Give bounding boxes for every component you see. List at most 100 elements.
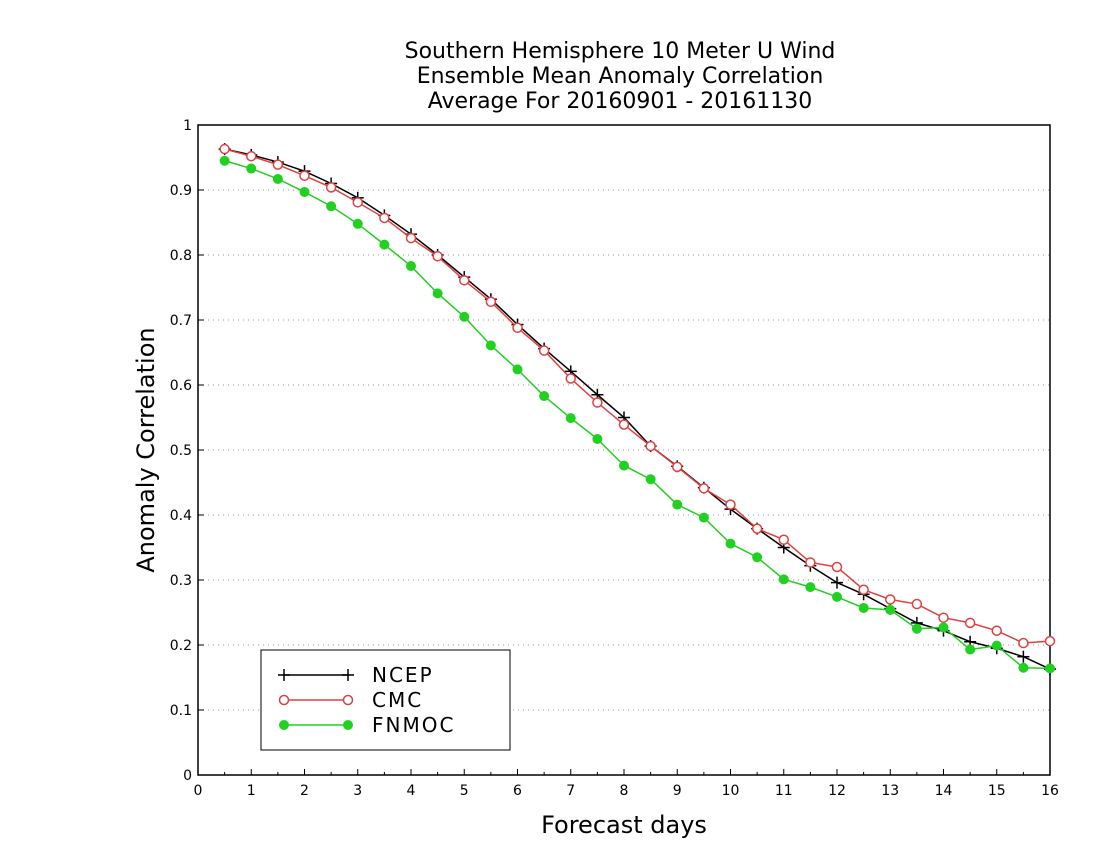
data-point-marker	[858, 602, 869, 613]
data-point-marker	[672, 461, 683, 473]
chart-title-line: Ensemble Mean Anomaly Correlation	[417, 64, 824, 89]
x-tick-label: 5	[460, 783, 469, 799]
data-point-marker	[619, 460, 629, 471]
legend-label: FNMOC	[372, 713, 455, 737]
data-point-marker	[831, 561, 843, 573]
data-point-marker	[485, 296, 497, 308]
data-point-marker	[279, 720, 289, 730]
y-tick-label: 0.4	[170, 508, 192, 524]
chart-title-line: Average For 20160901 - 20161130	[428, 89, 813, 114]
y-tick-label: 0.7	[170, 313, 192, 329]
data-point-marker	[219, 143, 230, 155]
data-point-marker	[698, 512, 709, 523]
data-point-marker	[1044, 635, 1056, 647]
data-point-marker	[592, 433, 603, 444]
chart-title: Southern Hemisphere 10 Meter U WindEnsem…	[405, 39, 836, 114]
y-tick-label: 0.8	[170, 248, 192, 264]
data-point-marker	[938, 622, 949, 633]
data-point-marker	[645, 474, 656, 485]
x-tick-label: 1	[247, 783, 256, 799]
data-point-marker	[352, 218, 363, 229]
y-tick-label: 0.9	[170, 183, 192, 199]
data-point-marker	[938, 612, 949, 623]
data-point-marker	[342, 694, 354, 706]
data-point-marker	[538, 345, 550, 356]
data-point-marker	[326, 201, 337, 212]
data-point-marker	[991, 640, 1002, 651]
x-tick-label: 16	[1041, 783, 1059, 799]
legend-entry-cmc: CMC	[278, 688, 423, 712]
y-tick-label: 0.5	[170, 443, 192, 459]
x-tick-label: 4	[407, 783, 416, 799]
chart-title-line: Southern Hemisphere 10 Meter U Wind	[405, 39, 836, 64]
x-tick-label: 9	[673, 783, 682, 799]
data-point-marker	[911, 598, 923, 610]
x-tick-label: 6	[513, 783, 522, 799]
data-point-marker	[1045, 663, 1055, 674]
data-point-marker	[379, 212, 390, 224]
x-tick-label: 10	[722, 783, 740, 799]
data-point-marker	[379, 239, 390, 250]
x-tick-label: 2	[300, 783, 309, 799]
data-point-marker	[725, 538, 736, 549]
y-axis-title: Anomaly Correlation	[132, 327, 160, 572]
x-tick-label: 0	[194, 783, 203, 799]
data-point-marker	[512, 364, 523, 375]
data-point-marker	[698, 483, 710, 494]
series-line-ncep	[224, 148, 1051, 670]
data-series	[218, 143, 1056, 676]
x-tick-label: 15	[988, 783, 1006, 799]
x-tick-label: 8	[620, 783, 629, 799]
legend-label: CMC	[372, 688, 423, 712]
data-point-marker	[751, 523, 763, 534]
legend-entry-fnmoc: FNMOC	[279, 713, 455, 737]
x-tick-label: 3	[353, 783, 362, 799]
y-tick-label: 0.6	[170, 378, 192, 394]
y-tick-label: 0	[183, 768, 192, 784]
data-point-marker	[432, 251, 443, 262]
data-point-marker	[1018, 637, 1029, 649]
data-point-marker	[565, 413, 576, 424]
gridlines	[198, 189, 1050, 711]
data-point-marker	[565, 373, 576, 384]
data-point-marker	[272, 173, 283, 184]
series-line-fnmoc	[224, 160, 1051, 670]
data-point-marker	[299, 170, 310, 181]
data-point-marker	[459, 275, 470, 286]
legend-entry-ncep: NCEP	[278, 663, 434, 687]
data-point-marker	[406, 261, 416, 272]
y-tick-label: 0.3	[170, 573, 192, 589]
data-point-marker	[219, 155, 230, 166]
data-point-marker	[618, 419, 630, 430]
x-tick-label: 13	[881, 783, 899, 799]
data-point-marker	[1018, 662, 1029, 673]
x-axis-title: Forecast days	[541, 811, 707, 839]
data-point-marker	[246, 150, 257, 162]
y-tick-label: 0.1	[170, 703, 192, 719]
data-point-marker	[485, 340, 496, 351]
series-fnmoc	[219, 155, 1055, 674]
data-point-marker	[539, 391, 550, 402]
series-ncep	[218, 143, 1056, 676]
x-tick-label: 7	[566, 783, 575, 799]
data-point-marker	[278, 694, 290, 706]
data-point-marker	[885, 604, 896, 615]
data-point-marker	[965, 644, 976, 655]
data-point-marker	[272, 159, 284, 170]
data-point-marker	[352, 197, 363, 208]
data-point-marker	[672, 499, 683, 510]
x-tick-label: 11	[775, 783, 793, 799]
data-point-marker	[405, 232, 417, 244]
data-point-marker	[911, 623, 922, 634]
data-point-marker	[805, 557, 816, 568]
data-point-marker	[325, 182, 337, 193]
series-line-cmc	[224, 148, 1051, 644]
data-point-marker	[512, 322, 523, 334]
data-point-marker	[858, 584, 869, 595]
data-point-marker	[459, 311, 470, 322]
legend-label: NCEP	[372, 663, 434, 687]
y-tick-label: 0.2	[170, 638, 192, 654]
data-point-marker	[645, 440, 656, 452]
